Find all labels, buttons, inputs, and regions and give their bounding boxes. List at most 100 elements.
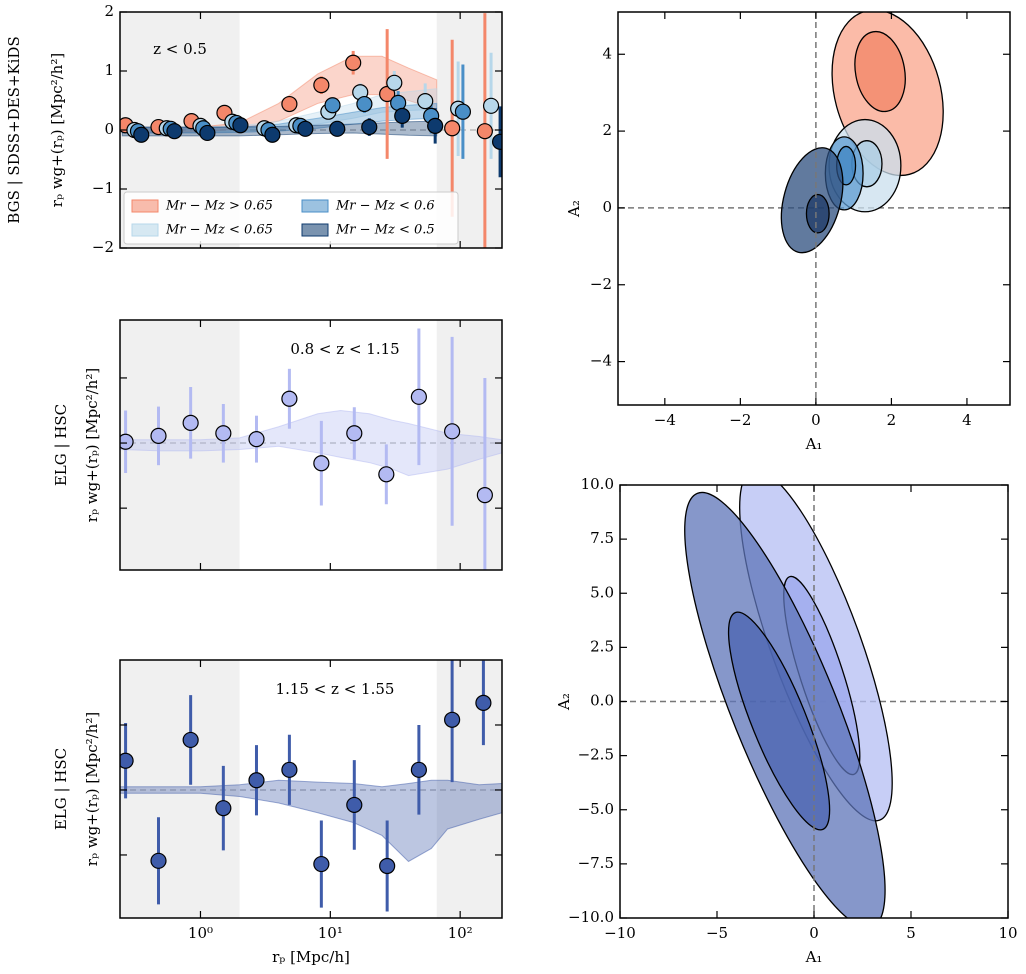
x-tick-label: 2	[887, 411, 897, 429]
data-point	[410, 761, 427, 778]
annotation: 1.15 < z < 1.55	[276, 680, 395, 698]
y-axis-label: A₂	[555, 693, 573, 711]
data-point	[444, 120, 461, 137]
legend-label: Mr − Mz < 0.6	[335, 199, 435, 214]
panel-frame	[119, 319, 503, 571]
legend-swatch	[301, 223, 329, 237]
data-point	[345, 54, 362, 71]
y-axis-label: A₂	[565, 200, 583, 218]
y-tick-label: −2	[590, 275, 612, 293]
data-point	[150, 427, 167, 444]
y-tick-label: −4	[590, 352, 612, 370]
data-point	[386, 74, 403, 91]
x-tick-label: 0	[809, 924, 819, 942]
data-point	[182, 414, 199, 431]
y-tick-label: 10.0	[581, 475, 614, 493]
plot-area	[120, 12, 502, 248]
data-point	[410, 388, 427, 405]
data-point	[215, 425, 232, 442]
data-point	[166, 123, 183, 140]
data-point	[313, 855, 330, 873]
y-tick-label: −10.0	[568, 908, 614, 926]
data-point	[182, 731, 199, 749]
group-label: ELG | HSC	[52, 748, 70, 830]
data-point	[133, 126, 150, 143]
legend-swatch	[131, 199, 159, 213]
data-point	[281, 390, 298, 407]
data-point	[444, 711, 461, 728]
contour	[727, 611, 831, 831]
x-tick-label: −10	[604, 924, 636, 942]
legend-label: Mr − Mz < 0.65	[165, 223, 273, 238]
panel: −2 −1 0 1 2 BGS | SDSS+DES+KiDS rₚ wg+(rₚ) [Mp…	[5, 2, 503, 256]
group-label: ELG | HSC	[52, 404, 70, 486]
x-tick-label: 4	[962, 411, 972, 429]
data-point	[346, 425, 363, 442]
data-point	[394, 107, 411, 124]
data-point	[120, 433, 134, 450]
annotation: 0.8 < z < 1.15	[290, 340, 399, 358]
panel: 10⁰ 10¹ 10² ELG | HSC rₚ wg+(rₚ) [Mpc²/h²] rₚ…	[52, 659, 503, 966]
model-band	[120, 779, 502, 863]
y-tick-label: 4	[602, 44, 612, 62]
y-tick-label: 0	[104, 120, 114, 138]
data-point	[475, 694, 492, 711]
panel: −10 −5 0 5 10 −10.0 −7.5 −5.0 −2.5 0.0 2.5 5.0 7.5 10…	[555, 475, 1018, 966]
y-tick-label: −2.5	[578, 746, 614, 764]
data-point	[150, 852, 167, 869]
data-point	[248, 772, 265, 789]
x-tick-label: 10¹	[318, 924, 343, 942]
legend-swatch	[301, 199, 329, 213]
y-tick-label: 2	[104, 2, 114, 20]
legend: Mr − Mz > 0.65 Mr − Mz < 0.65 Mr − Mz < 0.…	[123, 191, 459, 245]
data-point	[491, 133, 502, 150]
data-point	[482, 97, 500, 114]
data-point	[232, 117, 249, 134]
y-tick-label: −1	[92, 179, 114, 197]
data-point	[281, 95, 298, 113]
model-band	[120, 409, 502, 477]
data-point	[313, 77, 330, 94]
data-point	[264, 126, 281, 143]
legend-box	[123, 191, 459, 245]
legend-label: Mr − Mz < 0.5	[335, 223, 435, 238]
panel: −4 −2 0 2 4 −4 −2 0 2 4 A₂ A₁	[565, 11, 1011, 453]
x-tick-label: 10²	[448, 924, 473, 942]
data-point	[329, 120, 346, 137]
y-tick-label: 2.5	[590, 637, 614, 655]
y-tick-label: 1	[104, 61, 114, 79]
legend-swatch	[131, 223, 159, 237]
y-tick-label: 0	[602, 198, 612, 216]
y-axis-label: rₚ wg+(rₚ) [Mpc²/h²]	[83, 368, 101, 522]
y-tick-label: 0.0	[590, 692, 614, 710]
legend-label: Mr − Mz > 0.65	[165, 199, 273, 214]
group-label: BGS | SDSS+DES+KiDS	[5, 36, 23, 223]
data-point	[427, 117, 444, 134]
plot-area	[120, 660, 502, 918]
y-tick-label: −7.5	[578, 854, 614, 872]
x-tick-label: 10⁰	[188, 924, 213, 942]
y-tick-label: 2	[602, 121, 612, 139]
excluded-region	[120, 320, 240, 570]
data-point	[444, 423, 461, 440]
x-axis-label: A₁	[805, 435, 823, 453]
data-point	[361, 118, 378, 136]
x-axis-label: A₁	[805, 948, 823, 966]
data-point	[199, 124, 216, 142]
excluded-region	[120, 660, 240, 918]
y-tick-label: 5.0	[590, 583, 614, 601]
data-point	[356, 95, 373, 113]
x-tick-label: −4	[654, 411, 676, 429]
data-point	[346, 796, 363, 814]
data-point	[297, 120, 314, 137]
contour	[854, 30, 906, 113]
x-tick-label: 10	[998, 924, 1017, 942]
y-tick-label: 7.5	[590, 529, 614, 547]
data-point	[313, 455, 330, 472]
data-point	[454, 103, 472, 120]
x-tick-label: −5	[706, 924, 728, 942]
x-tick-label: 0	[811, 411, 821, 429]
data-point	[476, 487, 493, 504]
panel-frame	[119, 659, 503, 919]
